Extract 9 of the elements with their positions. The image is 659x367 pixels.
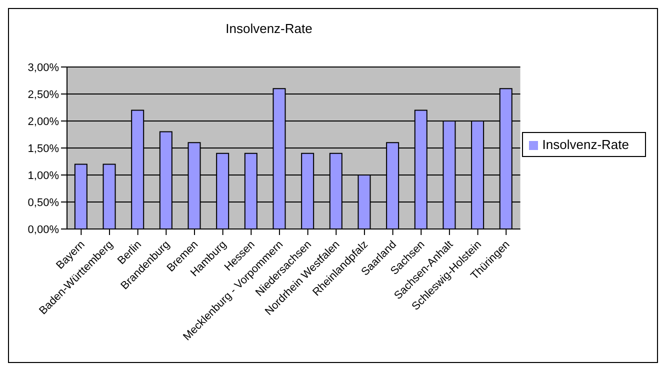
legend-label: Insolvenz-Rate xyxy=(542,136,629,152)
y-tick-label: 2,00% xyxy=(28,116,60,128)
chart-title: Insolvenz-Rate xyxy=(224,21,314,36)
y-tick-label: 1,00% xyxy=(28,170,60,182)
y-tick-label: 0,00% xyxy=(28,224,60,236)
y-tick-label: 3,00% xyxy=(28,62,60,74)
y-tick-label: 2,50% xyxy=(28,88,60,101)
y-tick-label: 1,50% xyxy=(28,142,60,155)
y-tick-label: 0,50% xyxy=(28,196,60,209)
